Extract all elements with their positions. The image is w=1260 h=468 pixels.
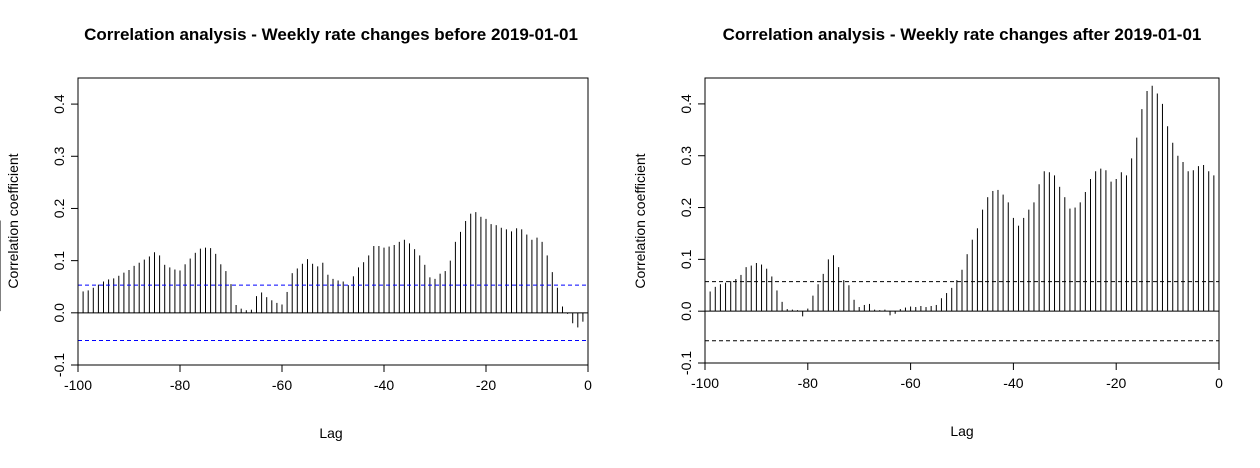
right-acf-panel: Correlation analysis - Weekly rate chang… [0, 25, 1223, 439]
right-y-tick-label: 0.2 [678, 198, 694, 218]
left-y-tick-label: 0.4 [51, 94, 67, 114]
right-x-tick-label: 0 [1215, 375, 1223, 391]
right-chart-title: Correlation analysis - Weekly rate chang… [723, 25, 1202, 44]
left-x-tick-label: -100 [64, 377, 92, 393]
left-x-tick-label: -20 [476, 377, 496, 393]
right-y-tick-label: 0.3 [678, 146, 694, 166]
left-chart-title: Correlation analysis - Weekly rate chang… [84, 25, 578, 44]
right-y-axis-label: Correlation coefficient [632, 153, 648, 288]
left-y-tick-label: -0.1 [51, 353, 67, 377]
right-confidence-lines [705, 281, 1219, 342]
right-x-tick-label: -40 [1003, 375, 1023, 391]
right-x-tick-label: -20 [1106, 375, 1126, 391]
left-confidence-lines [78, 284, 588, 341]
left-y-tick-label: 0.2 [51, 199, 67, 219]
left-x-tick-label: 0 [584, 377, 592, 393]
left-plot-frame [77, 77, 589, 366]
left-y-tick-label: 0.1 [51, 251, 67, 271]
left-y-tick-label: 0.3 [51, 146, 67, 166]
right-y-tick-label: 0.1 [678, 249, 694, 269]
left-acf-bars [77, 212, 589, 328]
right-plot-frame [704, 77, 1220, 364]
left-x-tick-label: -80 [170, 377, 190, 393]
left-y-axis-label: Correlation coefficient [5, 153, 21, 288]
right-x-axis-label: Lag [950, 423, 973, 439]
right-x-tick-label: -100 [691, 375, 719, 391]
left-x-tick-label: -40 [374, 377, 394, 393]
left-acf-panel: Correlation analysis - Weekly rate chang… [5, 25, 592, 441]
left-y-tick-label: 0.0 [51, 303, 67, 323]
right-x-tick-label: -80 [798, 375, 818, 391]
right-y-tick-label: 0.4 [678, 94, 694, 114]
right-x-tick-label: -60 [900, 375, 920, 391]
right-y-tick-label: 0.0 [678, 301, 694, 321]
left-x-axis-label: Lag [319, 425, 342, 441]
right-y-tick-label: -0.1 [678, 351, 694, 375]
left-x-tick-label: -60 [272, 377, 292, 393]
